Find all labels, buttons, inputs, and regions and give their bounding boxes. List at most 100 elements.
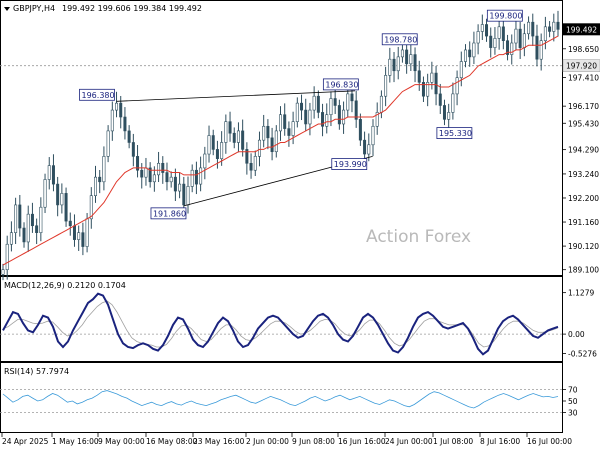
- rsi-panel: [0, 362, 563, 433]
- candle-body: [169, 176, 173, 183]
- candle-body: [207, 135, 211, 155]
- price-layer: 199.800 198.780 196.380 196.830 195.330 193.9…: [0, 9, 562, 281]
- candle-body: [26, 213, 30, 243]
- candle-body: [493, 38, 497, 48]
- candle-body: [459, 61, 463, 79]
- candle-body: [358, 119, 362, 141]
- candle-body: [148, 167, 152, 183]
- candle-body: [430, 72, 434, 83]
- candle-body: [136, 156, 140, 171]
- candle-body: [392, 58, 396, 72]
- candle-body: [463, 49, 467, 62]
- candle-body: [442, 105, 446, 120]
- candle-body: [85, 218, 89, 247]
- current-price-tag: [563, 23, 600, 36]
- level-price-tag: [562, 59, 600, 72]
- candle-body: [22, 227, 26, 243]
- candle-body: [346, 93, 350, 111]
- x-tick-label: 9 Jun 08:00: [292, 437, 335, 446]
- candle-body: [497, 26, 501, 39]
- y-tick-label: 192.200: [568, 194, 599, 203]
- symbol-label: GBPJPY,H4: [13, 4, 55, 13]
- price-annotation-box: [486, 9, 523, 22]
- candle-body: [203, 153, 207, 169]
- candle-body: [308, 109, 312, 125]
- current-price-label: 199.492: [566, 25, 597, 34]
- candle-body: [451, 93, 455, 113]
- candle-body: [371, 125, 375, 146]
- candle-body: [35, 225, 39, 233]
- candle-body: [14, 204, 18, 233]
- candle-body: [417, 70, 421, 83]
- dropdown-triangle-icon[interactable]: [4, 7, 10, 11]
- macd-y-tick-label: 0.00: [568, 330, 585, 339]
- candle-body: [1, 269, 5, 275]
- candle-body: [384, 75, 388, 97]
- candle-body: [321, 112, 325, 127]
- price-annotation-label: 199.800: [489, 12, 522, 21]
- candle-body: [535, 35, 539, 60]
- candle-body: [274, 130, 278, 153]
- candle-body: [283, 114, 287, 129]
- candle-body: [510, 42, 514, 55]
- candle-body: [215, 149, 219, 159]
- candle-body: [110, 109, 114, 132]
- candle-body: [5, 243, 9, 270]
- price-annotation-box: [322, 78, 359, 91]
- candle-body: [287, 128, 291, 136]
- candle-body: [325, 114, 329, 127]
- candle-body: [405, 49, 409, 65]
- candle-body: [152, 174, 156, 183]
- candle-body: [472, 42, 476, 58]
- candle-body: [94, 176, 98, 196]
- macd-title: MACD(12,26,9) 0.2120 0.1704: [4, 281, 126, 290]
- candle-body: [527, 21, 531, 35]
- candle-body: [421, 82, 425, 97]
- y-tick-label: 195.430: [568, 119, 599, 128]
- x-tick-label: 16 Jun 16:00: [338, 437, 386, 446]
- x-tick-label: 23 May 16:00: [193, 437, 245, 446]
- candle-body: [270, 137, 274, 153]
- candle-body: [350, 93, 354, 102]
- candle-body: [413, 54, 417, 72]
- candle-body: [228, 121, 232, 134]
- macd-y-tick-label: 1.1279: [568, 289, 594, 298]
- y-tick-label: 197.410: [568, 73, 599, 82]
- candle-body: [480, 24, 484, 32]
- candle-body: [199, 167, 203, 185]
- candle-body: [56, 183, 60, 206]
- y-tick-label: 191.160: [568, 218, 599, 227]
- candle-body: [106, 130, 110, 157]
- candle-body: [447, 112, 451, 120]
- candle-body: [367, 144, 371, 155]
- candle-body: [531, 21, 535, 37]
- candle-body: [468, 49, 472, 58]
- candle-body: [64, 193, 68, 222]
- price-annotation-label: 191.860: [153, 209, 186, 218]
- price-annotation-label: 195.330: [439, 129, 472, 138]
- candle-body: [43, 179, 47, 208]
- price-annotation-box: [436, 127, 473, 139]
- candle-body: [409, 54, 413, 65]
- x-tick-label: 9 May 00:00: [98, 437, 145, 446]
- candle-body: [119, 102, 123, 118]
- y-tick-label: 196.170: [568, 102, 599, 111]
- x-tick-label: 16 Jul 00:00: [527, 437, 572, 446]
- candle-body: [98, 176, 102, 183]
- candle-body: [182, 183, 186, 206]
- macd-y-tick-label: -0.5276: [568, 350, 597, 359]
- x-tick-label: 1 May 16:00: [52, 437, 99, 446]
- y-tick-label: 193.240: [568, 170, 599, 179]
- candle-body: [556, 21, 560, 30]
- price-annotation-label: 193.990: [334, 160, 367, 169]
- ohlc-values: 199.492 199.606 199.384 199.492: [62, 4, 202, 13]
- macd-line: [2, 292, 559, 356]
- candle-body: [363, 139, 367, 155]
- candle-body: [220, 142, 224, 159]
- candle-body: [539, 40, 543, 60]
- y-tick-label: 198.650: [568, 45, 599, 54]
- candle-body: [379, 95, 383, 113]
- x-tick-label: 24 Jun 00:00: [385, 437, 433, 446]
- candle-body: [253, 156, 257, 171]
